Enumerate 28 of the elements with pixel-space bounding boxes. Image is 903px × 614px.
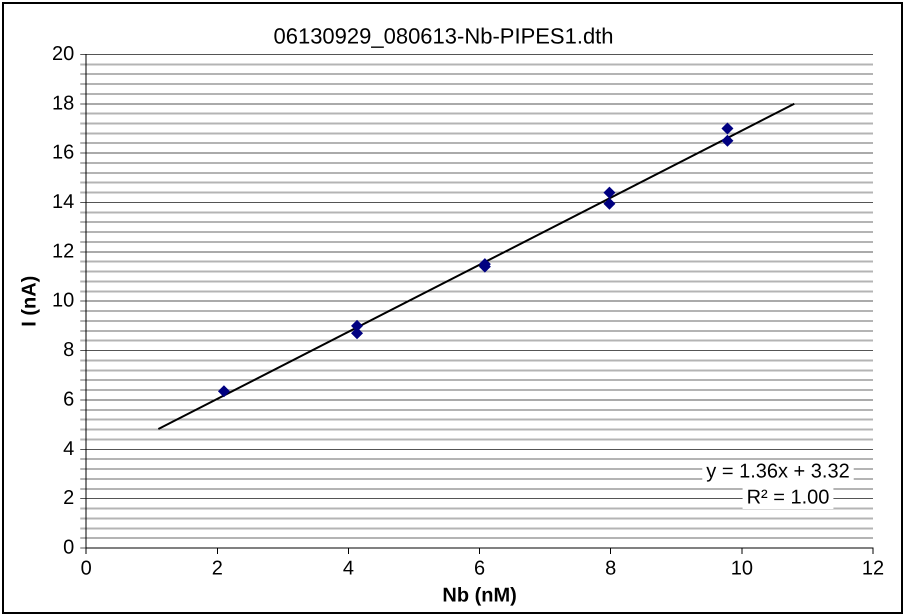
x-tick-label: 0 bbox=[80, 558, 92, 580]
point bbox=[603, 198, 616, 210]
y-tick-label: 4 bbox=[63, 438, 74, 460]
chart-title: 06130929_080613-Nb-PIPES1.dth bbox=[273, 23, 614, 48]
x-tick-label: 8 bbox=[605, 558, 616, 580]
point bbox=[218, 385, 230, 398]
y-tick-label: 16 bbox=[52, 142, 74, 164]
y-tick-label: 18 bbox=[52, 92, 74, 114]
y-tick-label: 12 bbox=[52, 240, 74, 262]
x-tick-label: 12 bbox=[862, 558, 884, 580]
annotation: R² = 1.00 bbox=[746, 486, 830, 509]
y-tick-label: 8 bbox=[63, 339, 74, 362]
x-tick-label: 2 bbox=[212, 558, 223, 580]
x-tick-label: 10 bbox=[730, 558, 753, 580]
x-axis-title: Nb (nM) bbox=[442, 584, 517, 607]
point bbox=[721, 122, 734, 134]
y-axis-title: I (nA) bbox=[18, 276, 41, 327]
point bbox=[603, 186, 616, 199]
point bbox=[721, 134, 734, 147]
y-tick-label: 14 bbox=[52, 190, 74, 213]
y-tick-label: 10 bbox=[52, 290, 74, 312]
y-tick-label: 6 bbox=[63, 388, 74, 410]
y-tick-label: 2 bbox=[63, 487, 74, 510]
y-tick-label: 0 bbox=[63, 536, 74, 559]
y-tick-label: 20 bbox=[52, 42, 74, 65]
x-tick-label: 4 bbox=[342, 558, 354, 580]
x-tick-label: 6 bbox=[474, 558, 486, 580]
annotation: y = 1.36x + 3.32 bbox=[706, 460, 850, 483]
